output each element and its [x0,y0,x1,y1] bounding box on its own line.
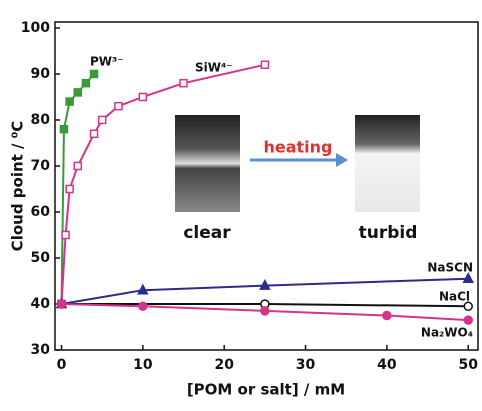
marker [261,307,269,315]
x-tick-label: 0 [57,357,67,373]
series-label: NaCl [439,290,470,304]
x-tick-label: 40 [377,357,397,373]
y-tick-label: 60 [31,204,51,220]
photo-turbid [355,115,420,212]
x-tick-label: 20 [214,357,234,373]
marker [464,316,472,324]
x-tick-label: 50 [458,357,478,373]
annotation: clear [183,223,231,243]
chart: heating clear turbid [POM or salt] / mM … [0,0,482,407]
x-axis-label: [POM or salt] / mM [187,381,345,399]
marker [383,311,391,319]
marker [261,61,268,68]
y-tick-label: 90 [31,66,51,82]
y-tick-label: 70 [31,158,51,174]
annotation: turbid [359,223,418,243]
series-label: SiW⁴⁻ [195,61,233,75]
marker [91,130,98,137]
marker [99,116,106,123]
marker [60,126,67,133]
y-tick-label: 100 [21,20,50,36]
marker [62,231,69,238]
y-tick-label: 30 [31,342,51,358]
arrow-head [336,153,348,167]
marker [180,80,187,87]
series-label: Na₂WO₄ [421,326,473,340]
x-tick-label: 10 [133,357,153,373]
y-tick-label: 40 [31,296,51,312]
marker [115,103,122,110]
marker [91,70,98,77]
marker [139,93,146,100]
marker [74,89,81,96]
y-axis-label: Cloud point / ⁰C [9,121,27,252]
photo-clear [175,115,240,212]
marker [82,80,89,87]
y-tick-label: 50 [31,250,51,266]
annotation: heating [263,138,332,157]
series-label: NaSCN [427,261,473,275]
series-label: PW³⁻ [90,55,124,69]
marker [139,302,147,310]
marker [58,300,66,308]
marker [74,162,81,169]
marker [66,98,73,105]
marker [66,185,73,192]
x-tick-label: 30 [296,357,316,373]
y-tick-label: 80 [31,112,51,128]
